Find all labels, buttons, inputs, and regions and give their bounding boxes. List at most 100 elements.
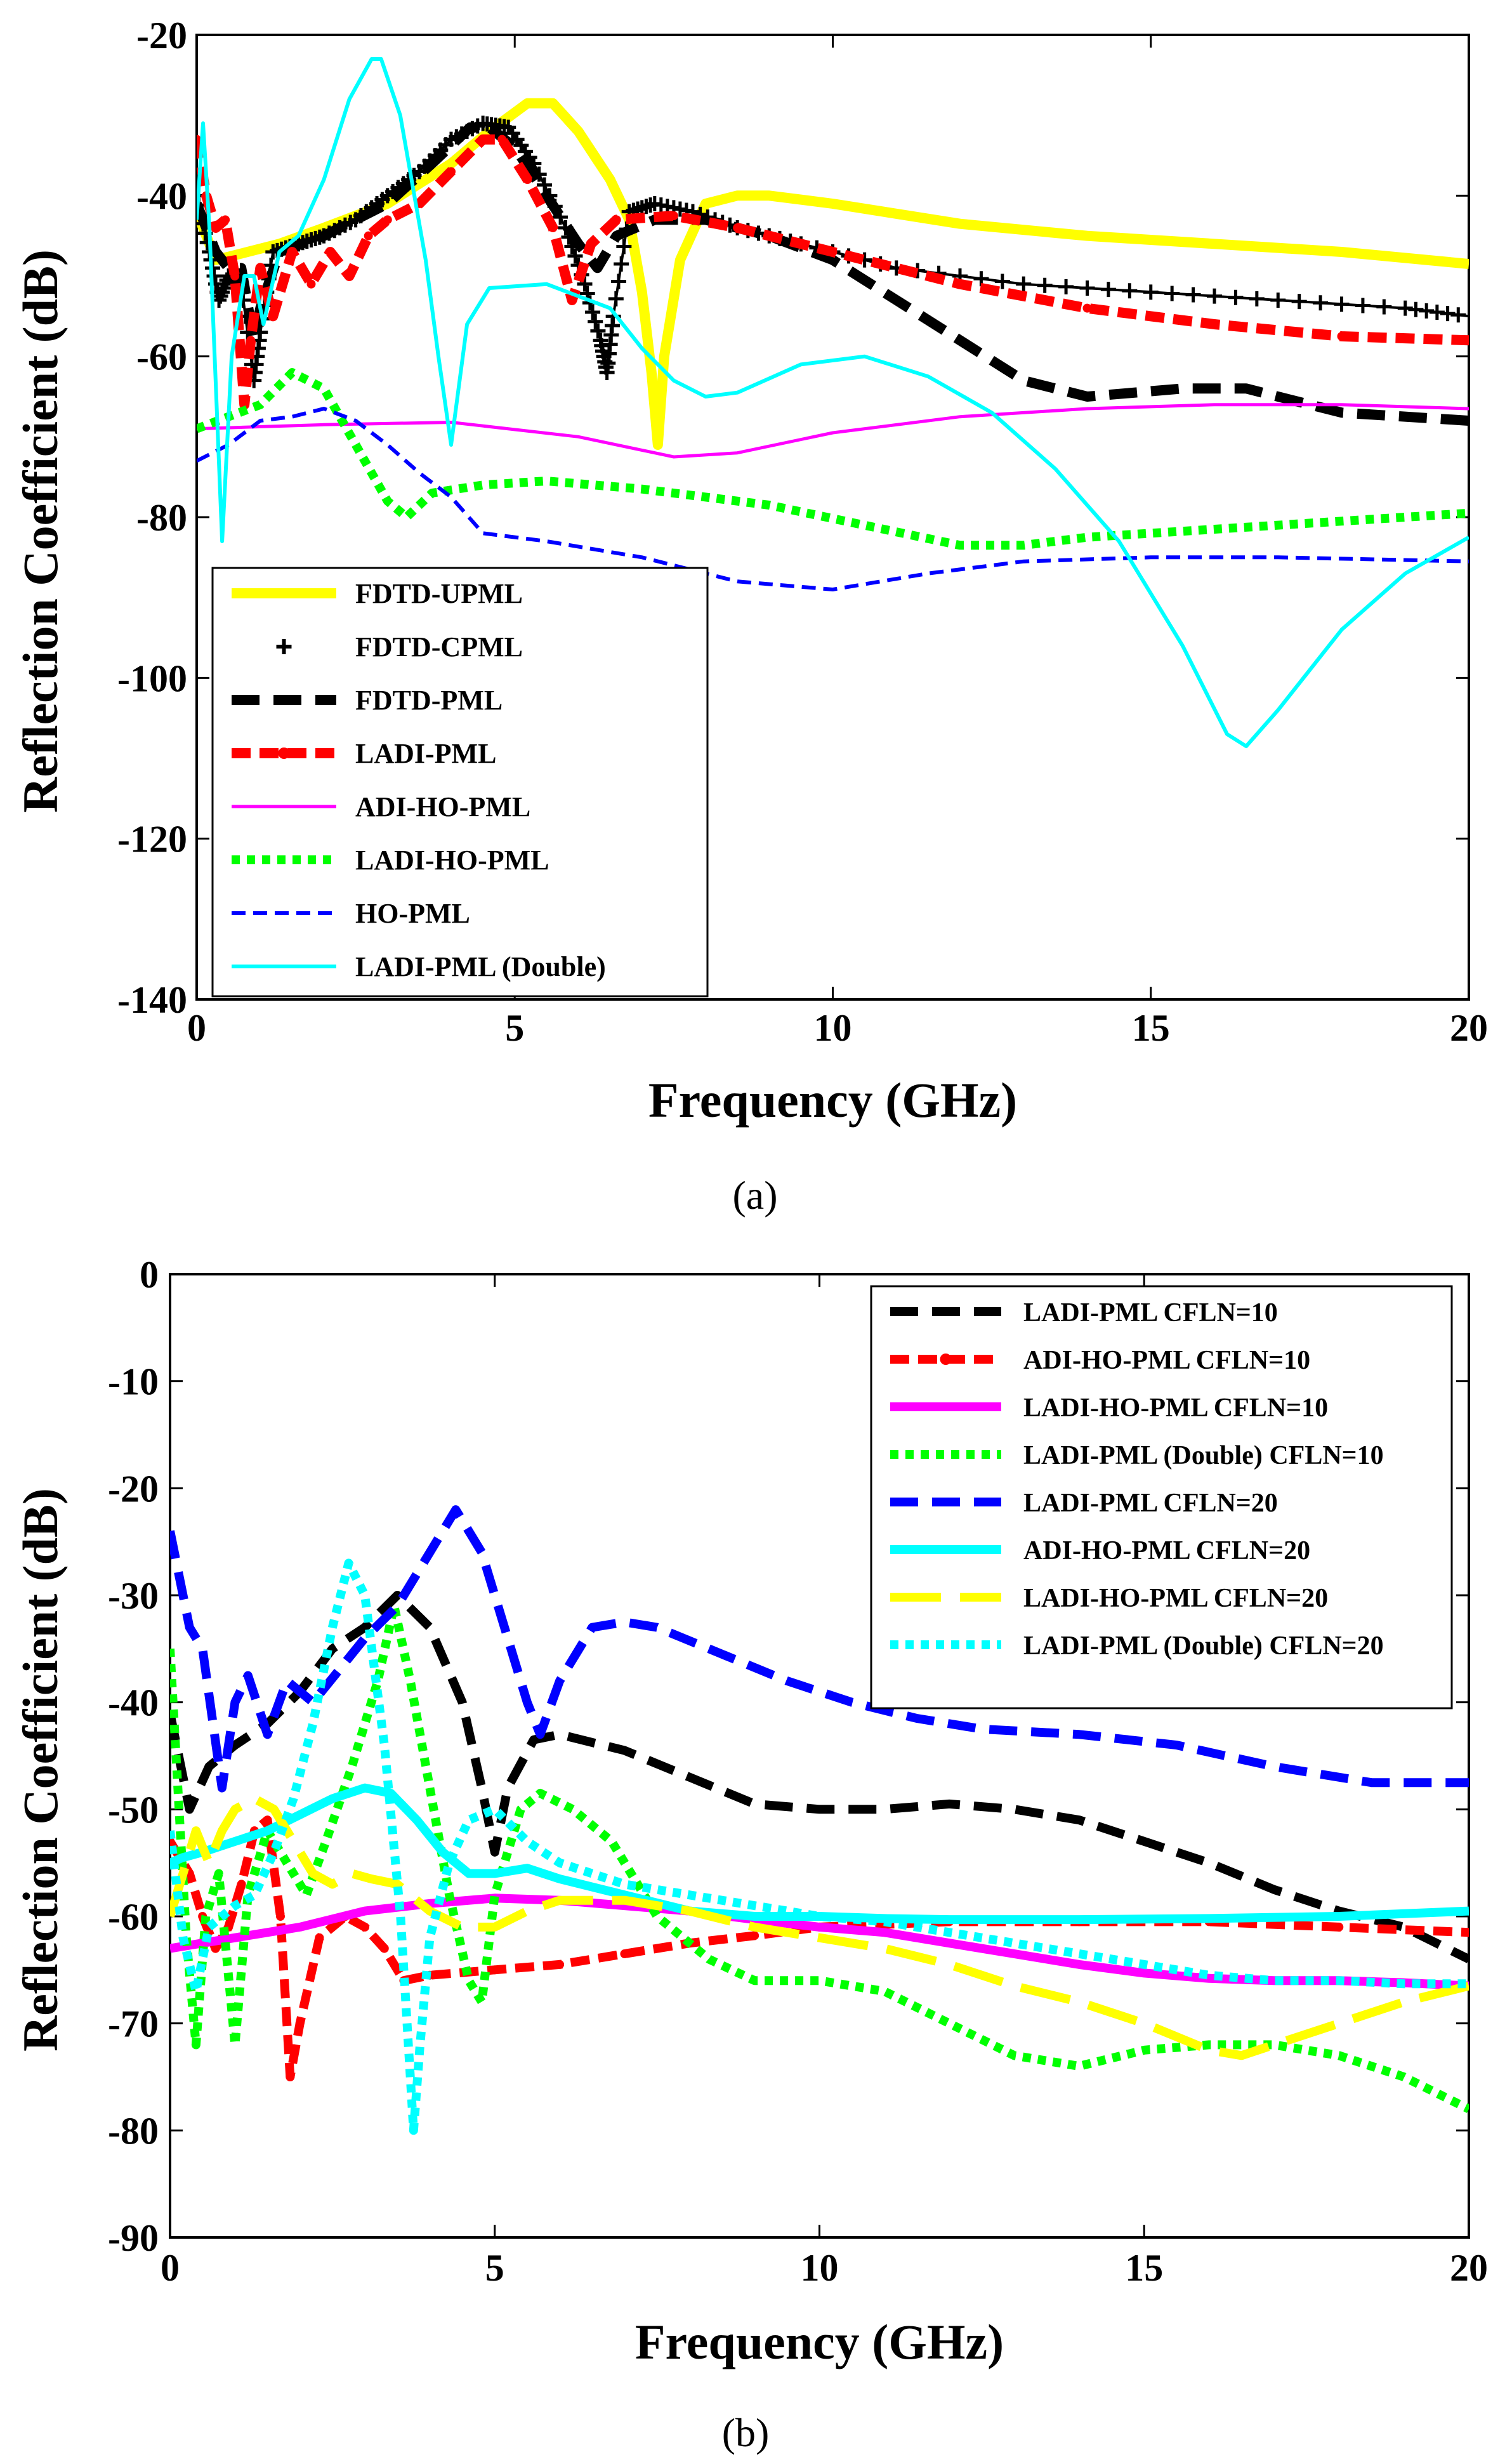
series-line-6	[197, 407, 1469, 591]
plus-marker	[1450, 307, 1466, 323]
plus-marker	[1016, 276, 1032, 292]
plus-marker	[590, 323, 606, 339]
series-group	[170, 1505, 1469, 2135]
y-tick-label: -60	[108, 1896, 159, 1938]
plus-marker	[206, 268, 222, 284]
legend-entry: LADI-HO-PML	[232, 845, 549, 876]
dot-marker	[383, 215, 392, 225]
legend-entry: LADI-HO-PML CFLN=10	[890, 1393, 1328, 1423]
dot-marker	[197, 135, 201, 144]
dot-marker	[315, 1933, 324, 1942]
x-axis-title: Frequency (GHz)	[648, 1072, 1017, 1128]
x-tick-label: 10	[801, 2247, 839, 2289]
plus-marker	[1143, 284, 1159, 300]
y-tick-label: -40	[108, 1682, 159, 1724]
legend-label: ADI-HO-PML CFLN=20	[1023, 1536, 1310, 1565]
dot-marker	[956, 279, 964, 289]
dot-marker	[268, 312, 278, 321]
dot-marker	[1464, 336, 1469, 345]
y-tick-label: -30	[108, 1575, 159, 1617]
legend-label: ADI-HO-PML CFLN=10	[1023, 1346, 1310, 1375]
dot-marker	[263, 1815, 272, 1825]
legend-entry: FDTD-CPML	[276, 631, 523, 662]
dot-marker	[170, 1836, 174, 1846]
dot-marker	[497, 135, 507, 144]
dot-marker	[325, 247, 335, 256]
x-tick-label: 15	[1132, 1007, 1170, 1049]
dot-marker	[612, 215, 621, 225]
dot-marker	[733, 223, 742, 232]
legend-label: LADI-PML CFLN=10	[1023, 1298, 1278, 1327]
dot-marker	[295, 2019, 305, 2028]
dot-marker	[1334, 1922, 1344, 1932]
dot-marker	[379, 1944, 389, 1953]
x-tick-label: 20	[1450, 2247, 1488, 2289]
dot-marker	[478, 135, 488, 144]
y-tick-label: -20	[108, 1468, 159, 1510]
dot-marker	[750, 1931, 759, 1940]
plus-marker	[1164, 286, 1180, 301]
plus-marker	[616, 239, 632, 254]
plus-marker	[577, 276, 593, 292]
plus-marker	[1355, 298, 1371, 313]
y-tick-label: -80	[136, 497, 187, 539]
series-line-3	[170, 1601, 1469, 2113]
legend-label: ADI-HO-PML	[355, 791, 530, 822]
y-tick-label: 0	[140, 1254, 159, 1296]
plus-marker	[537, 177, 553, 193]
legend-label: FDTD-CPML	[355, 631, 523, 662]
legend-entry: LADI-HO-PML CFLN=20	[890, 1584, 1328, 1613]
series-line-7	[170, 1558, 1469, 2135]
series-line-7	[197, 57, 1469, 748]
plus-marker	[1185, 287, 1201, 303]
y-tick-label: -10	[108, 1361, 159, 1403]
plus-marker	[588, 313, 603, 329]
legend-entry: ADI-HO-PML CFLN=10	[890, 1346, 1310, 1375]
plus-marker	[614, 256, 629, 272]
series-group	[197, 57, 1469, 748]
dot-marker	[1464, 1928, 1469, 1937]
series-line-0	[170, 1591, 1469, 1963]
legend-label: LADI-PML CFLN=20	[1023, 1489, 1278, 1518]
plus-marker	[1122, 283, 1138, 299]
legend: LADI-PML CFLN=10 ADI-HO-PML CFLN=10 LADI-H…	[870, 1285, 1453, 1709]
plus-marker	[1037, 277, 1053, 293]
legend-label: HO-PML	[355, 898, 470, 929]
x-tick-label: 0	[187, 1007, 206, 1049]
legend-box	[211, 567, 709, 998]
dot-marker	[221, 215, 230, 225]
y-axis-title: Reflection Coefficient (dB)	[13, 249, 68, 813]
dot-marker	[828, 247, 838, 256]
y-tick-label: -50	[108, 1789, 159, 1831]
series-line-5	[170, 1783, 1469, 1925]
figure-caption: (a)	[732, 1173, 777, 1218]
dot-marker	[286, 2072, 295, 2081]
y-tick-label: -90	[108, 2217, 159, 2259]
dot-marker	[586, 239, 596, 249]
x-tick-label: 0	[161, 2247, 180, 2289]
y-tick-label: -70	[108, 2003, 159, 2045]
chart-panel-a: 0 5 10 15 20 -20 -40 -60 -80 -100 -120 -140 Frequenc…	[13, 15, 1488, 1218]
legend-label: LADI-PML (Double)	[355, 951, 606, 982]
legend-label: LADI-PML (Double) CFLN=10	[1023, 1441, 1384, 1470]
dot-marker	[1337, 332, 1346, 341]
dot-marker	[275, 1912, 285, 1921]
legend-label: LADI-HO-PML CFLN=10	[1023, 1393, 1328, 1423]
legend-label: LADI-HO-PML CFLN=20	[1023, 1584, 1328, 1613]
y-tick-label: -20	[136, 15, 187, 56]
dot-marker	[306, 279, 316, 289]
dot-marker	[211, 1944, 220, 1953]
plus-marker	[608, 291, 624, 306]
legend-label: LADI-HO-PML	[355, 845, 549, 876]
legend-box	[870, 1285, 1453, 1709]
dot-marker	[360, 1922, 370, 1932]
plus-marker	[1313, 295, 1329, 311]
figure-caption: (b)	[722, 2410, 770, 2455]
x-axis-title: Frequency (GHz)	[635, 2314, 1004, 2369]
dot-marker	[490, 1965, 499, 1975]
plus-marker	[994, 273, 1010, 289]
plus-marker	[1334, 296, 1350, 312]
plus-marker	[567, 248, 583, 264]
legend-marker	[940, 1354, 952, 1365]
